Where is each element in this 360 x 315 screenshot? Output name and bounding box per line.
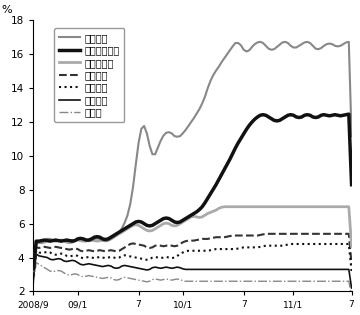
Legend: ギリシャ, アイルランド, ボルトガル, スペイン, イタリア, フランス, ドイツ: ギリシャ, アイルランド, ボルトガル, スペイン, イタリア, フランス, ド… bbox=[54, 28, 125, 122]
Text: %: % bbox=[2, 5, 12, 15]
